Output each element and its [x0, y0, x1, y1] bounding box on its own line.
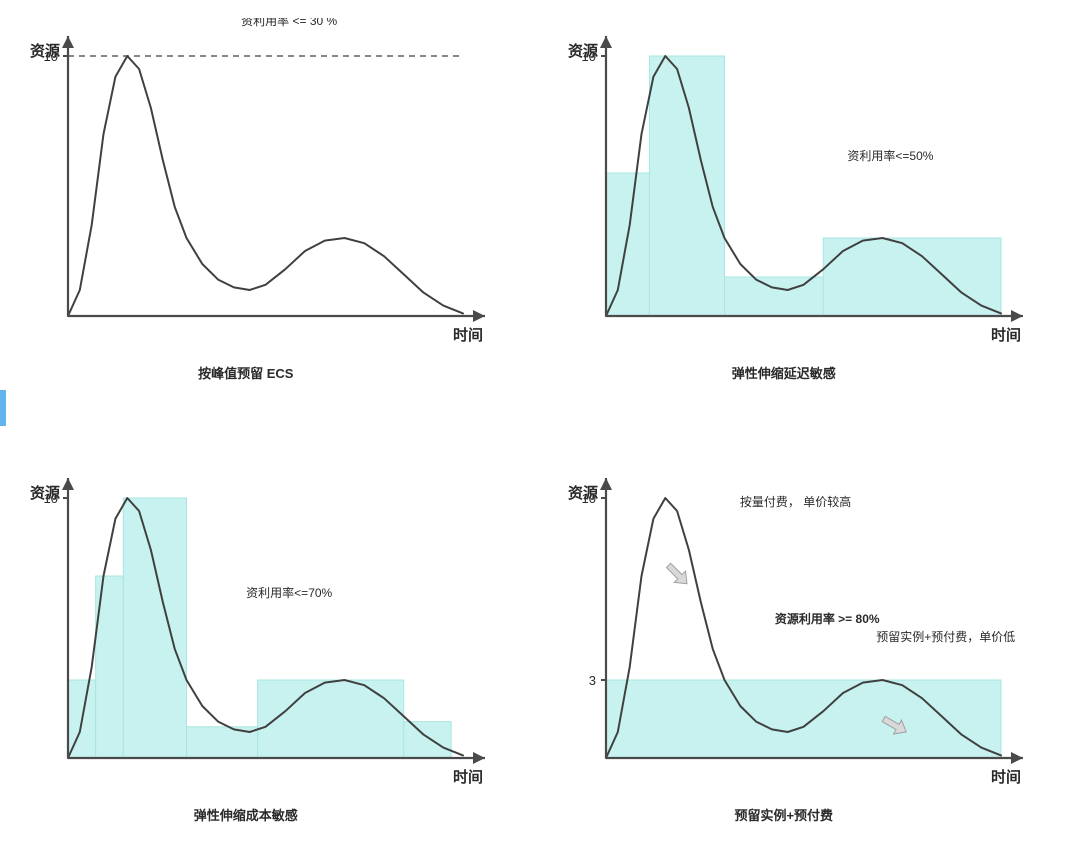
utilization-note: 资利用率<=70%: [246, 585, 332, 600]
chart-panel: 资源时间103资源利用率 >= 80%按量付费， 单价较高预留实例+预付费，单价…: [548, 460, 1068, 840]
figure-grid: 资源时间10资利用率 <= 30 %按峰值预留 ECS资源时间10资利用率<=5…: [0, 0, 1080, 853]
resource-bar: [606, 680, 1001, 758]
x-axis-label: 时间: [453, 326, 483, 344]
y-tick-label: 10: [582, 491, 596, 506]
utilization-note: 资利用率<=50%: [847, 148, 933, 163]
callout-label: 按量付费， 单价较高: [740, 494, 851, 509]
utilization-note: 资源利用率 >= 80%: [775, 611, 880, 626]
callout-label: 预留实例+预付费，单价低: [876, 629, 1015, 644]
y-tick-label: 3: [589, 673, 596, 688]
demand-curve: [68, 56, 463, 316]
utilization-note: 资利用率 <= 30 %: [241, 18, 337, 28]
y-tick-label: 10: [44, 491, 58, 506]
resource-bar: [725, 277, 824, 316]
edge-marker: [0, 408, 6, 426]
panel-caption: 按峰值预留 ECS: [198, 366, 294, 381]
resource-bar: [606, 173, 649, 316]
panel-caption: 弹性伸缩延迟敏感: [732, 366, 836, 381]
panel-caption: 弹性伸缩成本敏感: [194, 808, 298, 823]
bars-group: [606, 680, 1001, 758]
resource-bar: [404, 722, 451, 758]
x-axis-label: 时间: [453, 768, 483, 786]
edge-marker: [0, 390, 6, 408]
x-axis-label: 时间: [991, 768, 1021, 786]
panel-caption: 预留实例+预付费: [734, 808, 833, 823]
chart-panel: 资源时间10资利用率<=50%弹性伸缩延迟敏感: [548, 18, 1068, 398]
bars-group: [606, 56, 1001, 316]
resource-bar: [258, 680, 404, 758]
y-tick-label: 10: [582, 49, 596, 64]
chart-panel: 资源时间10资利用率<=70%弹性伸缩成本敏感: [10, 460, 530, 840]
resource-bar: [649, 56, 724, 316]
callout-arrow-icon: [663, 560, 693, 590]
bars-group: [68, 498, 451, 758]
chart-panel: 资源时间10资利用率 <= 30 %按峰值预留 ECS: [10, 18, 530, 398]
resource-bar: [123, 498, 186, 758]
x-axis-label: 时间: [991, 326, 1021, 344]
y-tick-label: 10: [44, 49, 58, 64]
